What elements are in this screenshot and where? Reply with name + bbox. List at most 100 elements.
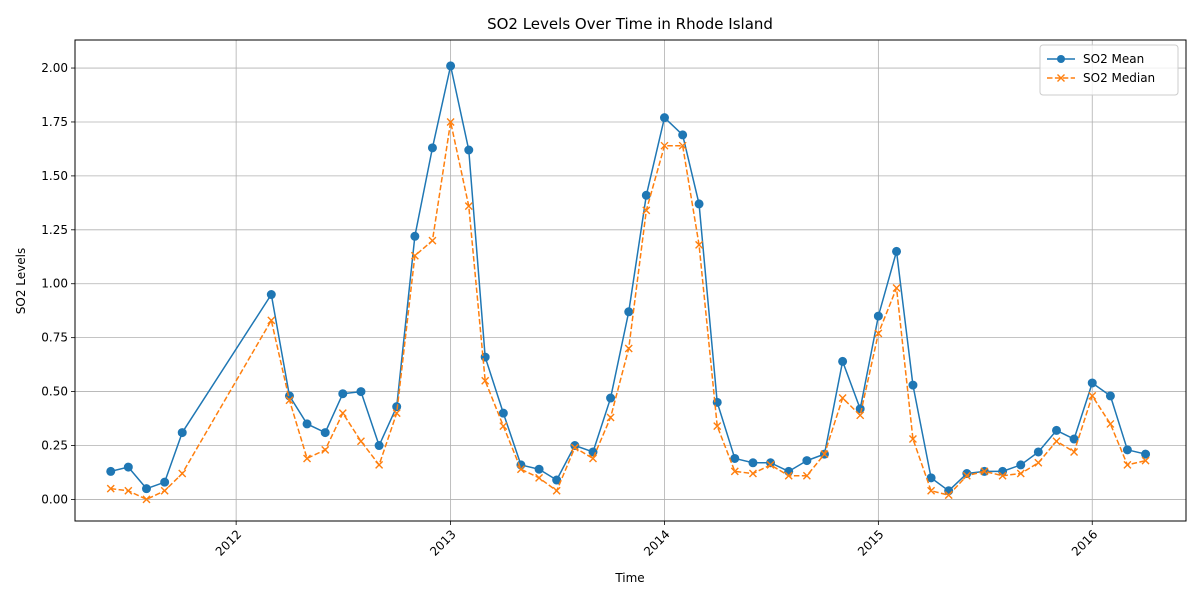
so2-mean-point — [659, 113, 669, 123]
so2-median-point — [124, 486, 133, 495]
so2-mean-point — [177, 428, 187, 438]
x-axis-label: Time — [614, 571, 644, 585]
so2-median-point — [624, 344, 633, 353]
so2-mean-point — [730, 453, 740, 463]
so2-mean-point — [641, 190, 651, 200]
so2-mean-point — [1122, 445, 1132, 455]
so2-median-point — [481, 376, 490, 385]
legend-marker-so2-mean — [1057, 55, 1065, 63]
so2-mean-point — [624, 307, 634, 317]
y-tick-label: 0.50 — [41, 385, 68, 399]
so2-median-point — [766, 460, 775, 469]
so2-median-point — [516, 465, 525, 474]
so2-median-point — [142, 495, 151, 504]
y-axis-ticks: 0.00 0.25 0.50 0.75 1.00 1.25 1.50 1.75 2.00 — [41, 61, 75, 506]
so2-median-point — [570, 443, 579, 452]
so2-median-point — [856, 411, 865, 420]
so2-mean-point — [427, 143, 437, 153]
so2-mean-point — [1141, 449, 1151, 459]
so2-mean-point — [1016, 460, 1026, 470]
so2-mean-point — [998, 466, 1008, 476]
so2-median-point — [285, 396, 294, 405]
y-tick-label: 1.25 — [41, 223, 68, 237]
so2-median-point — [356, 437, 365, 446]
so2-median-series — [106, 117, 1150, 504]
plot-frame — [74, 39, 1187, 522]
so2-median-point — [944, 491, 953, 500]
chart-title: SO2 Levels Over Time in Rhode Island — [487, 15, 773, 33]
so2-median-point — [678, 141, 687, 150]
so2-mean-point — [464, 145, 474, 155]
y-axis-label: SO2 Levels — [14, 248, 28, 314]
so2-mean-point — [266, 290, 276, 300]
so2-median-point — [1088, 391, 1097, 400]
so2-median-point — [1052, 437, 1061, 446]
so2-median-point — [908, 435, 917, 444]
so2-mean-point — [534, 464, 544, 474]
y-tick-label: 1.00 — [41, 277, 68, 291]
legend: SO2 Mean SO2 Median — [1039, 44, 1179, 96]
so2-mean-point — [374, 441, 384, 451]
so2-mean-point — [1105, 391, 1115, 401]
so2-median-point — [303, 454, 312, 463]
so2-median-point — [998, 471, 1007, 480]
so2-median-point — [552, 486, 561, 495]
so2-median-point — [713, 422, 722, 431]
so2-median-point — [392, 409, 401, 418]
y-tick-label: 0.00 — [41, 492, 68, 506]
legend-marker-so2-median — [1057, 74, 1065, 82]
so2-mean-point — [302, 419, 312, 429]
so2-median-point — [695, 240, 704, 249]
so2-mean-point — [552, 475, 562, 485]
y-tick-label: 0.75 — [41, 331, 68, 345]
legend-box — [1039, 44, 1179, 96]
series-layer — [106, 61, 1151, 504]
so2-mean-point — [570, 441, 580, 451]
so2-median-point — [338, 409, 347, 418]
so2-median-point — [535, 473, 544, 482]
so2-median-point — [784, 471, 793, 480]
so2-mean-point — [160, 477, 170, 487]
so2-median-point — [980, 467, 989, 476]
so2-mean-point — [356, 387, 366, 397]
so2-median-point — [962, 471, 971, 480]
so2-mean-point — [410, 231, 420, 241]
legend-label-so2-mean: SO2 Mean — [1083, 52, 1144, 66]
so2-median-point — [748, 469, 757, 478]
so2-median-point — [375, 460, 384, 469]
so2-mean-point — [606, 393, 616, 403]
so2-median-point — [660, 141, 669, 150]
so2-median-point — [464, 202, 473, 211]
so2-median-point — [446, 117, 455, 126]
so2-median-point — [267, 316, 276, 325]
so2-mean-point — [873, 311, 883, 321]
so2-mean-point — [320, 428, 330, 438]
so2-median-point — [1070, 447, 1079, 456]
so2-median-point — [1106, 419, 1115, 428]
so2-mean-point — [446, 61, 456, 71]
so2-median-point — [642, 206, 651, 215]
legend-label-so2-median: SO2 Median — [1083, 71, 1155, 85]
so2-mean-point — [338, 389, 348, 399]
so2-median-point — [838, 394, 847, 403]
so2-mean-point — [908, 380, 918, 390]
so2-mean-point — [123, 462, 133, 472]
so2-median-point — [874, 329, 883, 338]
so2-mean-point — [784, 466, 794, 476]
so2-median-point — [428, 236, 437, 245]
so2-mean-point — [1052, 425, 1062, 435]
so2-mean-point — [944, 486, 954, 496]
so2-median-point — [160, 486, 169, 495]
so2-median-point — [106, 484, 115, 493]
so2-median-point — [730, 467, 739, 476]
so2-median-point — [820, 450, 829, 459]
so2-median-point — [1016, 469, 1025, 478]
so2-median-point — [178, 469, 187, 478]
so2-median-point — [606, 413, 615, 422]
y-tick-label: 1.75 — [41, 115, 68, 129]
so2-mean-point — [748, 458, 758, 468]
so2-mean-point — [141, 484, 151, 494]
so2-median-point — [321, 445, 330, 454]
